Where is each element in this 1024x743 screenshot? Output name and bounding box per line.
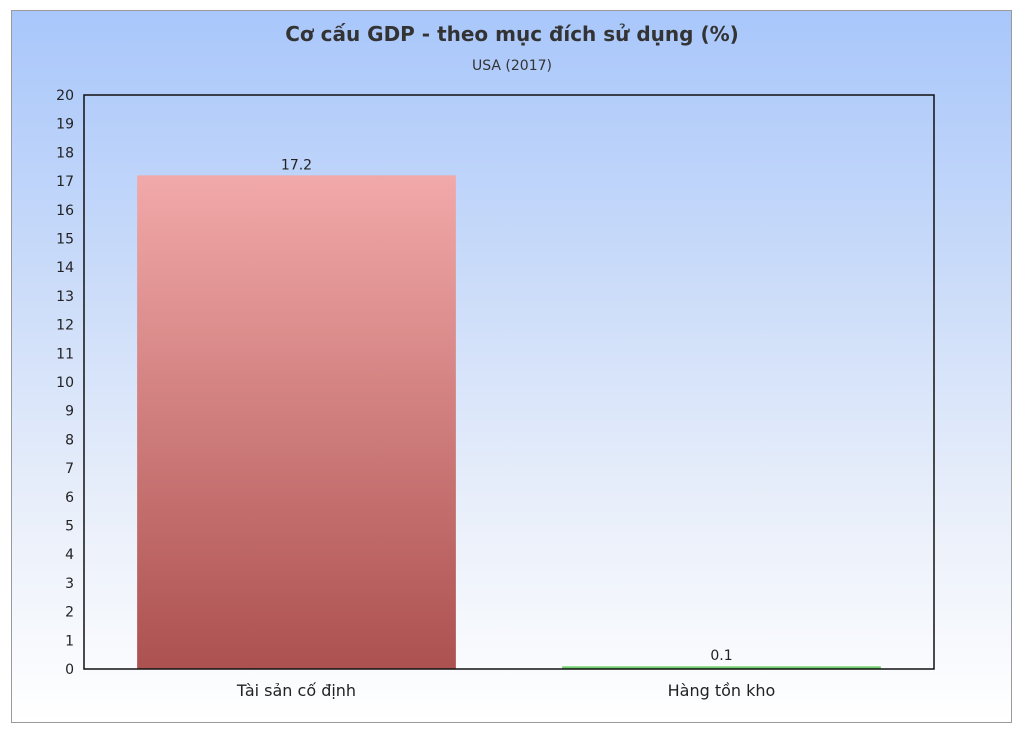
y-tick-label: 14: [56, 260, 74, 276]
y-tick-label: 17: [56, 174, 74, 190]
y-tick-label: 15: [56, 232, 74, 248]
y-tick-label: 10: [56, 375, 74, 391]
bar[interactable]: [137, 175, 456, 670]
y-tick-label: 18: [56, 145, 74, 161]
y-tick-label: 5: [65, 519, 74, 535]
plot-area: [83, 94, 935, 670]
data-label: 0.1: [710, 648, 732, 664]
y-tick-label: 3: [65, 576, 74, 592]
chart-subtitle: USA (2017): [472, 58, 552, 74]
y-tick-label: 8: [65, 432, 74, 448]
data-label: 17.2: [281, 157, 312, 173]
y-tick-label: 20: [56, 88, 74, 104]
y-tick-label: 9: [65, 404, 74, 420]
y-tick-label: 0: [65, 662, 74, 678]
y-tick-label: 16: [56, 203, 74, 219]
y-tick-label: 4: [65, 547, 74, 563]
y-tick-label: 11: [56, 346, 74, 362]
y-tick-label: 19: [56, 117, 74, 133]
bar[interactable]: [562, 666, 881, 669]
y-tick-label: 1: [65, 633, 74, 649]
y-tick-label: 13: [56, 289, 74, 305]
x-category-label: Hàng tồn kho: [668, 681, 776, 700]
x-category-label: Tài sản cố định: [236, 681, 356, 700]
chart-title: Cơ cấu GDP - theo mục đích sử dụng (%): [285, 22, 739, 46]
y-tick-label: 2: [65, 605, 74, 621]
y-tick-label: 6: [65, 490, 74, 506]
y-tick-label: 7: [65, 461, 74, 477]
y-tick-label: 12: [56, 318, 74, 334]
